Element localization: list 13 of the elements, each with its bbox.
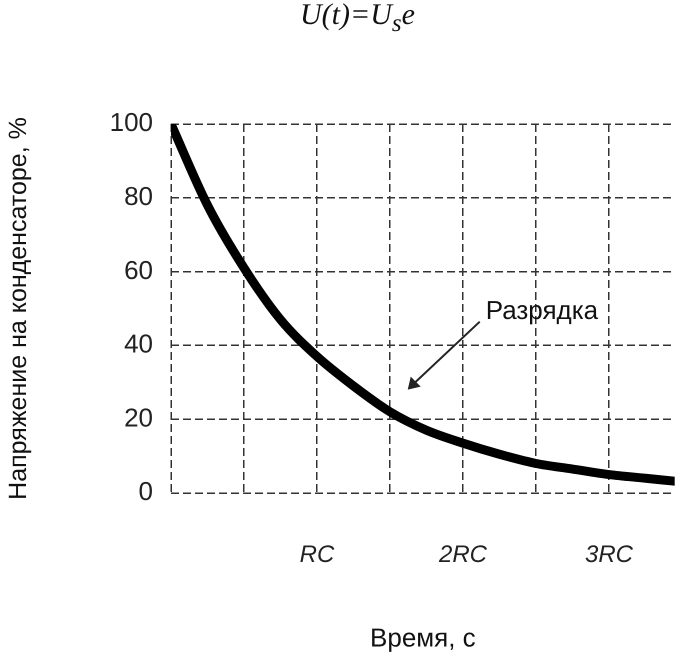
x-tick-label: RC <box>300 541 335 568</box>
y-tick-label: 60 <box>124 254 153 285</box>
x-tick-label: 3RC <box>584 541 634 568</box>
y-axis-title: Напряжение на конденсаторе, % <box>4 117 32 500</box>
y-tick-label: 0 <box>138 476 153 506</box>
annotation: Разрядка <box>486 294 599 325</box>
x-tick-label: 2RC <box>438 541 488 568</box>
y-tick-label: 80 <box>124 180 153 211</box>
y-tick-label: 40 <box>124 328 153 359</box>
chart-title: U(t)=U$_{s}$e <box>300 0 415 37</box>
y-tick-label: 20 <box>124 402 153 432</box>
x-axis-title: Время, с <box>370 622 476 653</box>
y-tick-label: 100 <box>110 107 153 138</box>
